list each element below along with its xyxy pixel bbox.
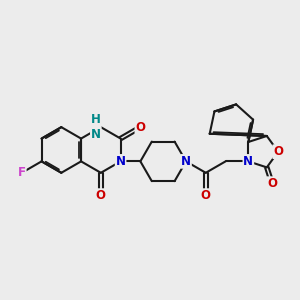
Text: N: N [181,155,191,168]
Text: O: O [135,121,146,134]
Text: O: O [96,189,106,202]
Text: H
N: H N [91,113,101,141]
Text: F: F [18,166,26,179]
Text: N: N [116,155,126,168]
Text: O: O [267,177,277,190]
Text: O: O [273,145,283,158]
Text: N: N [243,155,254,168]
Text: O: O [201,189,211,202]
